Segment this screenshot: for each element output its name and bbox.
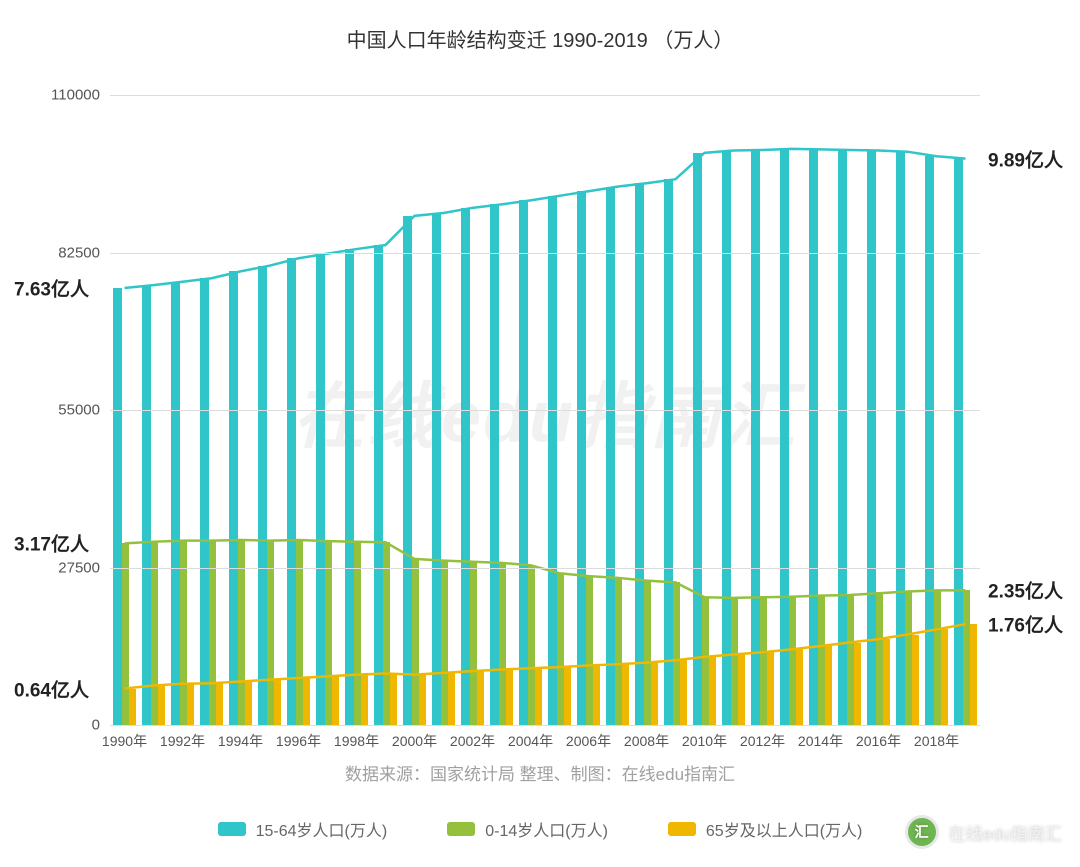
footer-avatar-icon: 汇 [905, 815, 939, 849]
source-line: 数据来源：国家统计局 整理、制图：在线edu指南汇 [0, 760, 1080, 785]
series-line [125, 624, 966, 688]
xtick-label: 1992年 [160, 731, 205, 751]
ytick-label: 55000 [58, 402, 100, 419]
legend-swatch [668, 822, 696, 836]
xtick-label: 2010年 [682, 731, 727, 751]
ytick-label: 0 [92, 717, 100, 734]
series-line [125, 540, 966, 598]
xtick-label: 1990年 [102, 731, 147, 751]
ytick-label: 27500 [58, 559, 100, 576]
xtick-label: 1998年 [334, 731, 379, 751]
callout-left: 3.17亿人 [14, 530, 89, 557]
legend-item: 15-64岁人口(万人) [218, 817, 388, 841]
gridline [110, 253, 980, 254]
xtick-label: 2016年 [856, 731, 901, 751]
legend-swatch [218, 822, 246, 836]
xtick-label: 2000年 [392, 731, 437, 751]
legend-item: 0-14岁人口(万人) [447, 817, 608, 841]
xtick-label: 1994年 [218, 731, 263, 751]
gridline [110, 410, 980, 411]
legend-label: 0-14岁人口(万人) [485, 817, 608, 841]
legend-label: 65岁及以上人口(万人) [706, 817, 862, 841]
gridline [110, 95, 980, 96]
xtick-label: 2006年 [566, 731, 611, 751]
footer-brand: 汇 在线edu指南汇 [905, 815, 1062, 849]
chart-title: 中国人口年龄结构变迁 1990-2019 （万人） [0, 24, 1080, 53]
callout-right: 2.35亿人 [988, 577, 1063, 604]
chart-container: 中国人口年龄结构变迁 1990-2019 （万人） 在线edu指南汇 02750… [0, 0, 1080, 867]
callout-right: 1.76亿人 [988, 611, 1063, 638]
callout-left: 7.63亿人 [14, 275, 89, 302]
gridline [110, 725, 980, 726]
ytick-label: 82500 [58, 244, 100, 261]
xtick-label: 2014年 [798, 731, 843, 751]
xtick-label: 2008年 [624, 731, 669, 751]
xtick-label: 1996年 [276, 731, 321, 751]
xtick-label: 2018年 [914, 731, 959, 751]
legend-item: 65岁及以上人口(万人) [668, 817, 862, 841]
series-line [125, 149, 966, 288]
legend-label: 15-64岁人口(万人) [256, 817, 388, 841]
xtick-label: 2004年 [508, 731, 553, 751]
footer-brand-text: 在线edu指南汇 [949, 820, 1062, 845]
callout-left: 0.64亿人 [14, 675, 89, 702]
xtick-label: 2012年 [740, 731, 785, 751]
plot-area: 在线edu指南汇 02750055000825001100001990年1992… [110, 95, 980, 725]
xtick-label: 2002年 [450, 731, 495, 751]
callout-right: 9.89亿人 [988, 145, 1063, 172]
gridline [110, 568, 980, 569]
ytick-label: 110000 [51, 87, 100, 104]
legend-swatch [447, 822, 475, 836]
